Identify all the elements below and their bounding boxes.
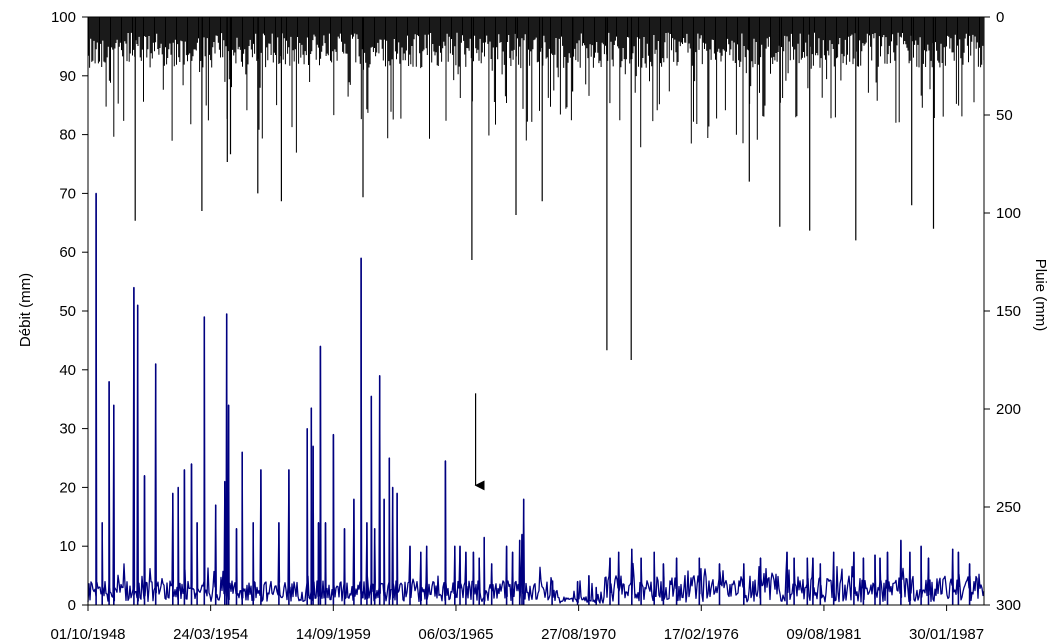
y-right-tick-label: 250 <box>996 499 1021 516</box>
y-right-tick-label: 150 <box>996 303 1021 320</box>
y-right-tick-label: 200 <box>996 401 1021 418</box>
pluie-series <box>88 17 985 360</box>
y-left-tick-label: 70 <box>59 185 76 202</box>
x-tick-label: 24/03/1954 <box>173 626 248 643</box>
y-left-tick-label: 100 <box>51 9 76 26</box>
y-left-tick-label: 90 <box>59 68 76 85</box>
y-left-tick-label: 50 <box>59 303 76 320</box>
y-left-tick-label: 0 <box>68 597 76 614</box>
y-right-tick-label: 100 <box>996 205 1021 222</box>
y-right-tick-label: 300 <box>996 597 1021 614</box>
x-tick-label: 14/09/1959 <box>296 626 371 643</box>
y-axis-right-title: Pluie (mm) <box>1032 259 1049 332</box>
plot-frame <box>87 16 985 606</box>
x-tick-label: 17/02/1976 <box>664 626 739 643</box>
pluie-texture <box>88 17 985 153</box>
axes <box>82 16 990 611</box>
y-left-tick-label: 80 <box>59 127 76 144</box>
tick-labels: 0 10 20 30 40 50 60 70 80 90 100 0 50 100 150 200 250 300… <box>50 9 1021 643</box>
y-left-tick-label: 20 <box>59 479 76 496</box>
y-left-tick-label: 40 <box>59 362 76 379</box>
x-tick-label: 30/01/1987 <box>909 626 984 643</box>
x-tick-label: 01/10/1948 <box>50 626 125 643</box>
y-right-tick-label: 0 <box>996 9 1004 26</box>
x-tick-label: 06/03/1965 <box>418 626 493 643</box>
x-tick-label: 27/08/1970 <box>541 626 616 643</box>
y-left-tick-label: 10 <box>59 538 76 555</box>
y-left-tick-label: 30 <box>59 421 76 438</box>
debit-series <box>87 192 985 605</box>
debit-line <box>87 192 985 604</box>
x-tick-label: 09/08/1981 <box>786 626 861 643</box>
y-axis-left-title: Débit (mm) <box>17 273 34 347</box>
y-left-tick-label: 60 <box>59 244 76 261</box>
y-right-tick-label: 50 <box>996 107 1013 124</box>
